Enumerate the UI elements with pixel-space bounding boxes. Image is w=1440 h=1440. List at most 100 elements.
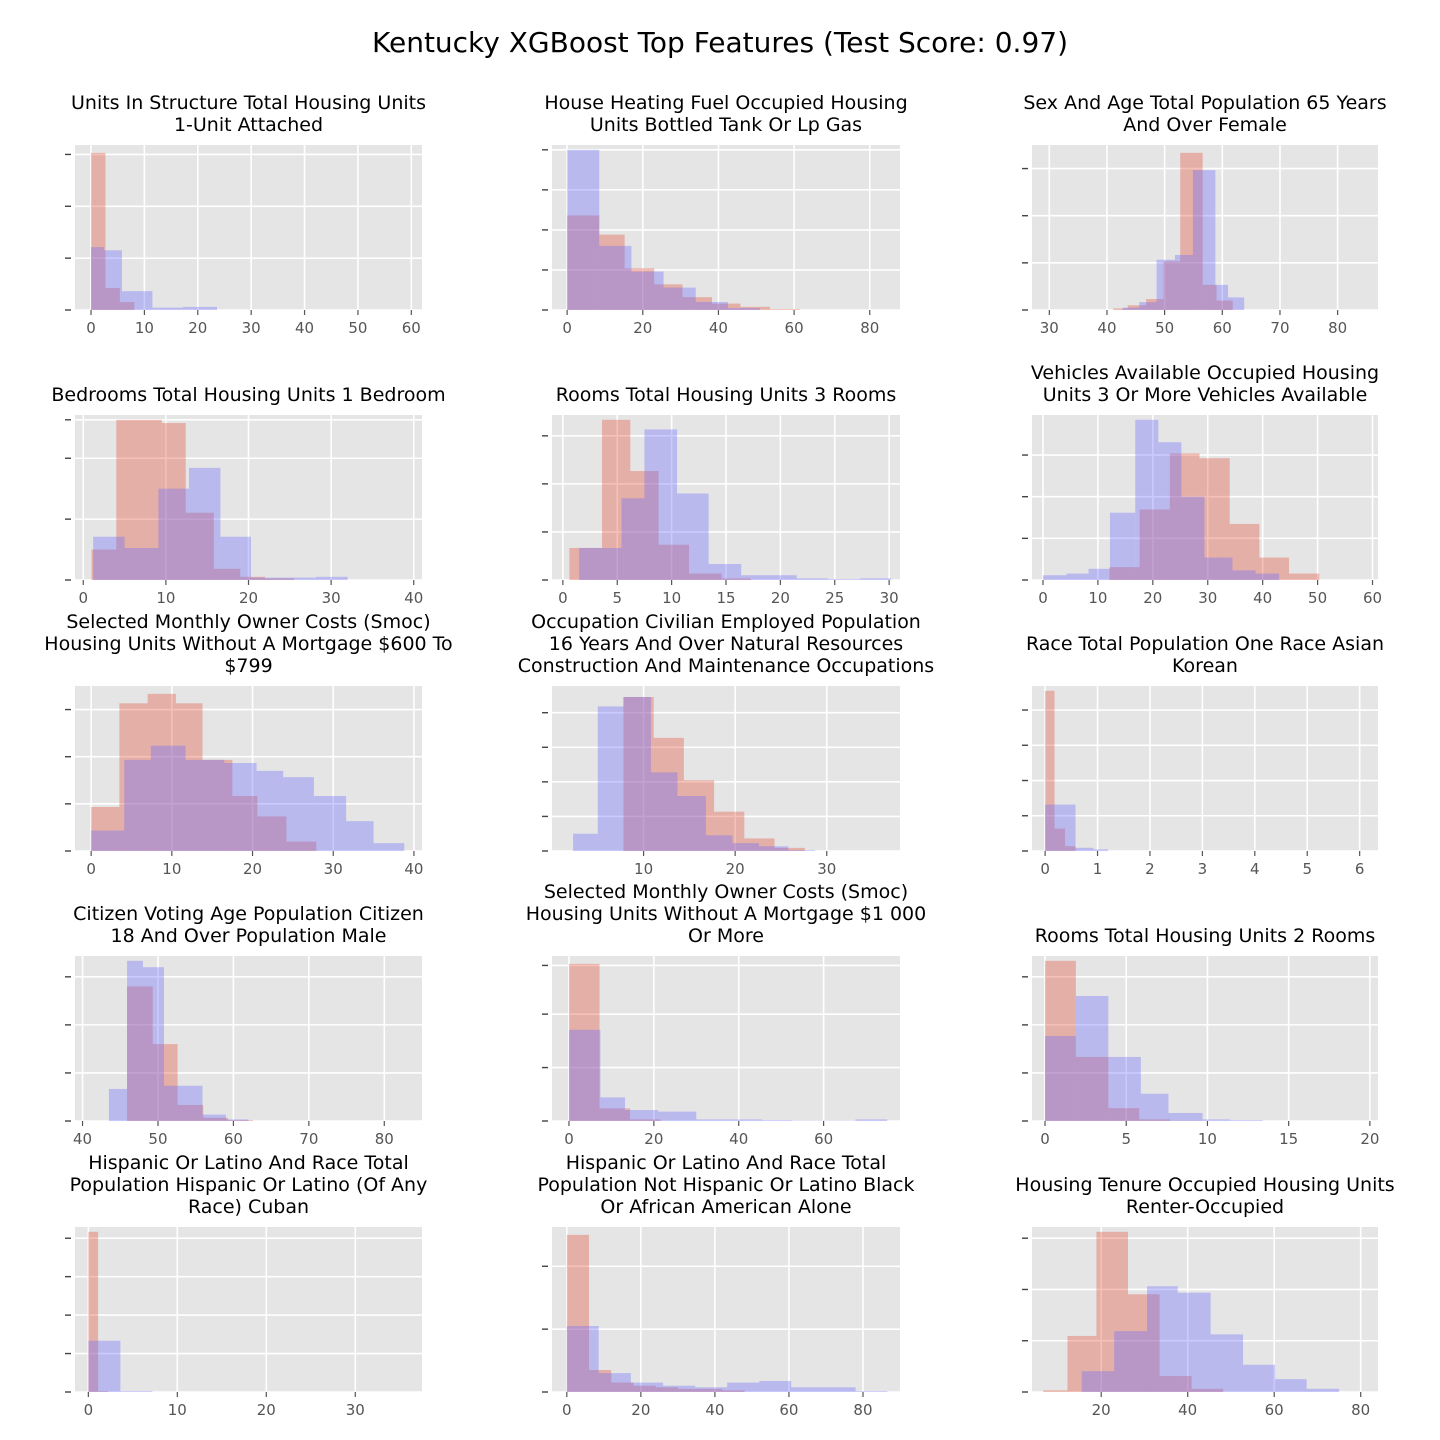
series-b [1122, 170, 1245, 310]
histogram-bar [721, 578, 752, 580]
histogram-bar [1169, 453, 1200, 580]
histogram-bar [121, 291, 153, 310]
histogram-bar [712, 303, 741, 310]
x-tick-label: 80 [1328, 319, 1347, 337]
histogram-bar [741, 575, 797, 580]
histogram-bar [568, 1029, 601, 1121]
histogram-bar [220, 536, 251, 580]
panel-title: Korean [1172, 655, 1238, 677]
panel-title: And Over Female [1123, 114, 1287, 136]
panel-title: Rooms Total Housing Units 3 Rooms [556, 384, 896, 406]
histogram-bar [828, 579, 860, 580]
plot-background [75, 145, 422, 310]
histogram-bar [1168, 1112, 1203, 1121]
histogram-bar [658, 544, 690, 580]
histogram-bar [855, 1119, 888, 1121]
x-tick-label: 60 [785, 319, 804, 337]
series-a [91, 419, 294, 580]
panel-title: Bedrooms Total Housing Units 1 Bedroom [51, 384, 445, 406]
histogram-bar [823, 1387, 856, 1392]
histogram-bar [1113, 308, 1128, 310]
x-tick-label: 20 [1360, 1130, 1379, 1148]
x-tick-label: 60 [1363, 589, 1382, 607]
histogram-bar [1156, 259, 1176, 310]
series-a [1045, 690, 1076, 851]
x-tick-label: 80 [1351, 1401, 1370, 1419]
histogram-bar [791, 1387, 824, 1392]
histogram-bar [1215, 284, 1229, 310]
x-tick-label: 50 [348, 319, 367, 337]
histogram-bar [630, 471, 659, 580]
histogram-bar [696, 1119, 731, 1121]
histogram-bar [1044, 1036, 1076, 1121]
histogram-bar [663, 1385, 696, 1392]
histogram-bar [1108, 1108, 1140, 1121]
histogram-bar [1108, 1056, 1141, 1121]
histogram-bar [599, 1108, 631, 1121]
histogram-bar [788, 850, 815, 851]
histogram-bar [566, 1326, 599, 1392]
histogram-bar [653, 737, 684, 851]
panel-title: Housing Tenure Occupied Housing Units [1015, 1174, 1394, 1196]
x-tick-label: 40 [1178, 1401, 1197, 1419]
histogram-bar [1139, 302, 1157, 310]
histogram-bar [189, 467, 221, 580]
histogram-bar [796, 578, 829, 580]
x-tick-label: 0 [562, 319, 572, 337]
x-tick-label: 40 [404, 589, 423, 607]
histogram-bar [116, 419, 162, 580]
x-tick-label: 3 [1198, 860, 1208, 878]
histogram-bar [1067, 1335, 1097, 1392]
panel-title: Units Bottled Tank Or Lp Gas [590, 114, 862, 136]
histogram-bar [727, 308, 761, 310]
series-a [91, 693, 317, 851]
x-tick-label: 40 [705, 1401, 724, 1419]
panel-1: 0 10 20 30 40 50 60 Units In Structure Total Ho… [65, 92, 426, 337]
histogram-bar [1075, 847, 1094, 851]
histogram-bar [1147, 1286, 1178, 1392]
histogram-bar [1289, 573, 1320, 580]
histogram-bar [1093, 849, 1109, 851]
plot-background [75, 956, 422, 1121]
plot-background [552, 145, 900, 310]
x-tick-label: 6 [1355, 860, 1365, 878]
histogram-bar [124, 759, 151, 851]
histogram-bar [1127, 305, 1147, 310]
series-b [566, 1326, 888, 1392]
panel-title: Or More [688, 925, 764, 947]
panel-14: 0 20 40 60 80 Hispanic Or Latino And Race Tot… [537, 1152, 914, 1419]
x-tick-label: 20 [631, 1401, 650, 1419]
histogram-bar [705, 835, 733, 851]
panel-title: Citizen Voting Age Population Citizen [73, 903, 424, 925]
panel-title: 18 And Over Population Male [111, 925, 387, 947]
histogram-bar [700, 1388, 723, 1392]
x-tick-label: 40 [404, 860, 423, 878]
histogram-bar [182, 306, 218, 310]
histogram-bar [624, 1110, 659, 1121]
histogram-bar [250, 577, 282, 580]
x-tick-label: 10 [156, 589, 175, 607]
x-tick-label: 40 [295, 319, 314, 337]
x-tick-label: 70 [1270, 319, 1289, 337]
histogram-bar [567, 149, 600, 310]
histogram-bar [769, 309, 800, 310]
histogram-bar [566, 1234, 590, 1392]
x-tick-label: 80 [375, 1130, 394, 1148]
histogram-bar [589, 1370, 612, 1392]
histogram-bar [630, 1382, 664, 1392]
x-tick-label: 30 [1198, 589, 1217, 607]
series-a [88, 1231, 108, 1392]
histogram-bar [142, 967, 165, 1121]
histogram-bar [1042, 575, 1067, 580]
panel-title: Population Not Hispanic Or Latino Black [537, 1174, 914, 1196]
histogram-bar [744, 838, 775, 851]
histogram-bar [1055, 804, 1076, 851]
x-tick-label: 10 [162, 860, 181, 878]
histogram-bar [127, 986, 153, 1121]
histogram-bar [1204, 557, 1233, 580]
histogram-bar [1275, 1379, 1307, 1392]
histogram-bar [695, 1387, 728, 1392]
series-a [127, 986, 254, 1121]
histogram-bar [722, 1390, 745, 1392]
x-tick-label: 50 [1308, 589, 1327, 607]
